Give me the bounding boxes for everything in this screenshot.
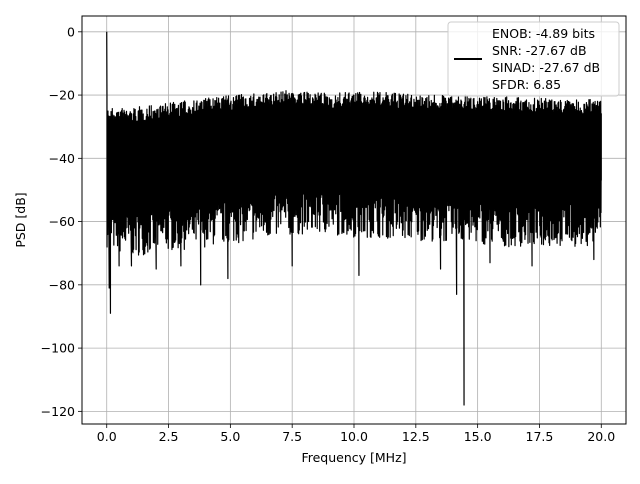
x-tick-label: 17.5	[526, 429, 554, 444]
legend-text-snr: SNR: -27.67 dB	[492, 43, 587, 58]
x-tick-label: 20.0	[587, 429, 615, 444]
y-axis: 0 −20 −40 −60 −80 −100 −120	[41, 24, 82, 419]
x-tick-label: 10.0	[340, 429, 368, 444]
legend-box	[447, 21, 620, 97]
psd-line	[106, 31, 602, 406]
x-axis: 0.0 2.5 5.0 7.5 10.0 12.5 15.0 17.5 20.0	[97, 424, 615, 444]
y-tick-label: −100	[41, 341, 75, 356]
legend: ENOB: -4.89 bits SNR: -27.67 dB SINAD: -…	[447, 21, 620, 97]
x-tick-label: 12.5	[402, 429, 430, 444]
legend-text-sinad: SINAD: -27.67 dB	[492, 60, 600, 75]
y-tick-label: −120	[41, 404, 75, 419]
legend-text-sfdr: SFDR: 6.85	[492, 77, 561, 92]
y-tick-label: −20	[49, 88, 75, 103]
x-tick-label: 0.0	[97, 429, 117, 444]
y-axis-label: PSD [dB]	[13, 192, 28, 247]
series-layer	[106, 31, 602, 406]
x-axis-label: Frequency [MHz]	[301, 450, 406, 465]
x-tick-label: 15.0	[464, 429, 492, 444]
x-tick-label: 5.0	[220, 429, 240, 444]
y-tick-label: −60	[49, 214, 75, 229]
legend-text-enob: ENOB: -4.89 bits	[492, 26, 595, 41]
x-tick-label: 2.5	[159, 429, 179, 444]
y-tick-label: −40	[49, 151, 75, 166]
x-tick-label: 7.5	[282, 429, 302, 444]
y-tick-label: 0	[67, 24, 75, 39]
y-tick-label: −80	[49, 277, 75, 292]
